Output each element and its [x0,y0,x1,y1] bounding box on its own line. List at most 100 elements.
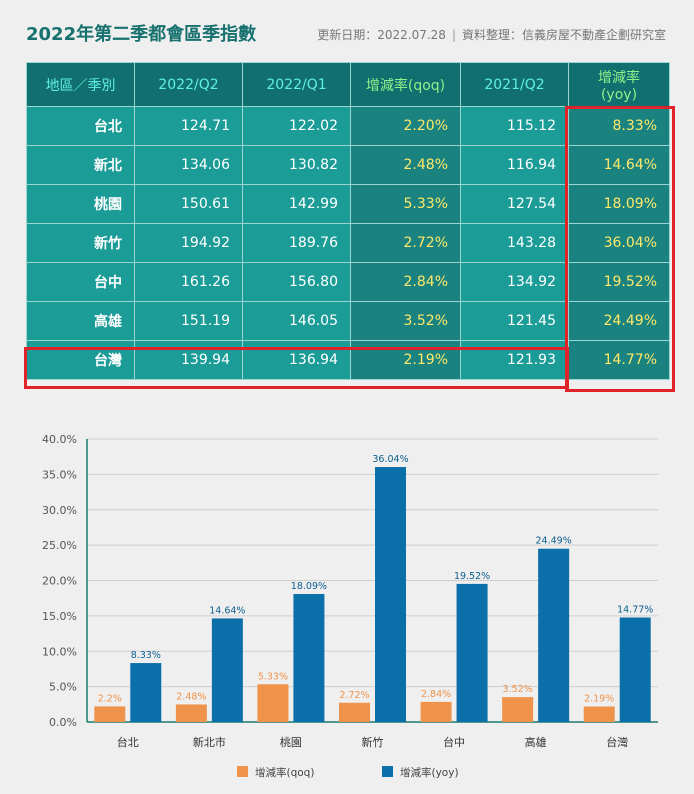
cell-2022q1: 142.99 [242,184,351,224]
cell-region: 新竹 [26,223,135,263]
cell-qoq: 2.20% [350,106,461,146]
cell-region: 高雄 [26,301,135,341]
cell-2021q2: 115.12 [460,106,569,146]
x-tick-label: 桃園 [280,735,302,749]
cell-2022q1: 122.02 [242,106,351,146]
meta-info: 更新日期：2022.07.28 | 資料整理：信義房屋不動產企劃研究室 [317,26,666,43]
cell-2021q2: 134.92 [460,262,569,302]
header-2022q1: 2022/Q1 [242,62,351,107]
data-label-yoy: 14.77% [617,605,653,616]
cell-yoy: 36.04% [568,223,670,263]
cell-2022q1: 130.82 [242,145,351,185]
cell-2022q2: 194.92 [134,223,243,263]
cell-2021q2: 121.93 [460,340,569,380]
data-label-yoy: 36.04% [372,454,408,465]
x-tick-label: 台中 [443,735,465,749]
bar-qoq [420,701,452,722]
cell-2021q2: 143.28 [460,223,569,263]
data-label-yoy: 19.52% [454,571,490,582]
bar-yoy [538,548,570,722]
header-yoy: 增減率(yoy) [568,62,670,107]
header-region: 地區／季別 [26,62,135,107]
header-qoq: 增減率(qoq) [350,62,461,107]
row-taichung: 台中 161.26 156.80 2.84% 134.92 19.52% [26,262,670,302]
cell-2022q1: 146.05 [242,301,351,341]
cell-region: 台北 [26,106,135,146]
bar-yoy [619,617,651,722]
data-label-yoy: 24.49% [536,536,572,547]
data-label-qoq: 2.84% [421,689,451,700]
meta-separator: | [451,28,456,42]
header-2021q2: 2021/Q2 [460,62,569,107]
legend-swatch-qoq [237,766,248,777]
cell-2021q2: 127.54 [460,184,569,224]
bar-yoy [456,583,488,722]
x-tick-label: 新竹 [362,735,384,749]
cell-2022q2: 124.71 [134,106,243,146]
cell-yoy: 18.09% [568,184,670,224]
bar-qoq [583,706,615,722]
data-label-qoq: 2.48% [176,691,206,702]
row-kaohsiung: 高雄 151.19 146.05 3.52% 121.45 24.49% [26,301,670,341]
x-tick-label: 台北 [117,735,139,749]
x-tick-label: 台灣 [606,735,628,749]
page-header: 2022年第二季都會區季指數 更新日期：2022.07.28 | 資料整理：信義房屋… [26,20,666,50]
bar-qoq [257,684,289,722]
data-label-qoq: 2.19% [584,694,614,705]
header-2022q2: 2022/Q2 [134,62,243,107]
cell-yoy: 8.33% [568,106,670,146]
cell-yoy: 24.49% [568,301,670,341]
cell-2022q2: 150.61 [134,184,243,224]
cell-region: 台中 [26,262,135,302]
data-label-yoy: 14.64% [209,605,245,616]
update-date: 更新日期：2022.07.28 [317,28,446,42]
bar-chart: 0.0% 5.0% 10.0% 15.0% 20.0% 25.0% 30.0% 35.0% 40… [42,433,658,779]
data-label-qoq: 2.2% [98,693,122,704]
data-source: 資料整理：信義房屋不動產企劃研究室 [461,28,666,42]
cell-qoq: 2.84% [350,262,461,302]
bar-qoq [175,704,207,722]
y-tick-label: 0.0% [49,716,77,729]
cell-qoq: 5.33% [350,184,461,224]
y-tick-label: 40.0% [42,433,77,446]
bar-yoy [211,618,243,722]
index-table: 地區／季別 2022/Q2 2022/Q1 增減率(qoq) 2021/Q2 增… [26,62,670,380]
row-new-taipei: 新北 134.06 130.82 2.48% 116.94 14.64% [26,145,670,185]
cell-2021q2: 116.94 [460,145,569,185]
y-tick-label: 30.0% [42,504,77,517]
cell-2022q2: 139.94 [134,340,243,380]
cell-qoq: 3.52% [350,301,461,341]
x-tick-label: 新北市 [193,735,226,749]
data-label-qoq: 2.72% [339,690,369,701]
y-tick-label: 35.0% [42,468,77,481]
bar-yoy [130,663,162,722]
row-taiwan: 台灣 139.94 136.94 2.19% 121.93 14.77% [26,340,670,380]
cell-qoq: 2.48% [350,145,461,185]
cell-2022q2: 134.06 [134,145,243,185]
bar-yoy [293,594,325,722]
data-label-yoy: 18.09% [291,581,327,592]
data-label-qoq: 5.33% [258,671,288,682]
legend-label-qoq: 增減率(qoq) [255,766,314,779]
y-tick-label: 5.0% [49,681,77,694]
data-label-yoy: 8.33% [131,650,161,661]
row-taoyuan: 桃園 150.61 142.99 5.33% 127.54 18.09% [26,184,670,224]
cell-qoq: 2.72% [350,223,461,263]
cell-2022q1: 136.94 [242,340,351,380]
cell-2022q2: 151.19 [134,301,243,341]
cell-yoy: 14.64% [568,145,670,185]
cell-2022q1: 189.76 [242,223,351,263]
cell-yoy: 19.52% [568,262,670,302]
page-title: 2022年第二季都會區季指數 [26,24,257,45]
bar-qoq [94,706,126,722]
cell-region: 新北 [26,145,135,185]
table-header-row: 地區／季別 2022/Q2 2022/Q1 增減率(qoq) 2021/Q2 增… [26,62,670,107]
cell-qoq: 2.19% [350,340,461,380]
data-label-qoq: 3.52% [503,684,533,695]
cell-region: 桃園 [26,184,135,224]
cell-2021q2: 121.45 [460,301,569,341]
y-tick-label: 10.0% [42,645,77,658]
legend-swatch-yoy [382,766,393,777]
row-taipei: 台北 124.71 122.02 2.20% 115.12 8.33% [26,106,670,146]
cell-region: 台灣 [26,340,135,380]
